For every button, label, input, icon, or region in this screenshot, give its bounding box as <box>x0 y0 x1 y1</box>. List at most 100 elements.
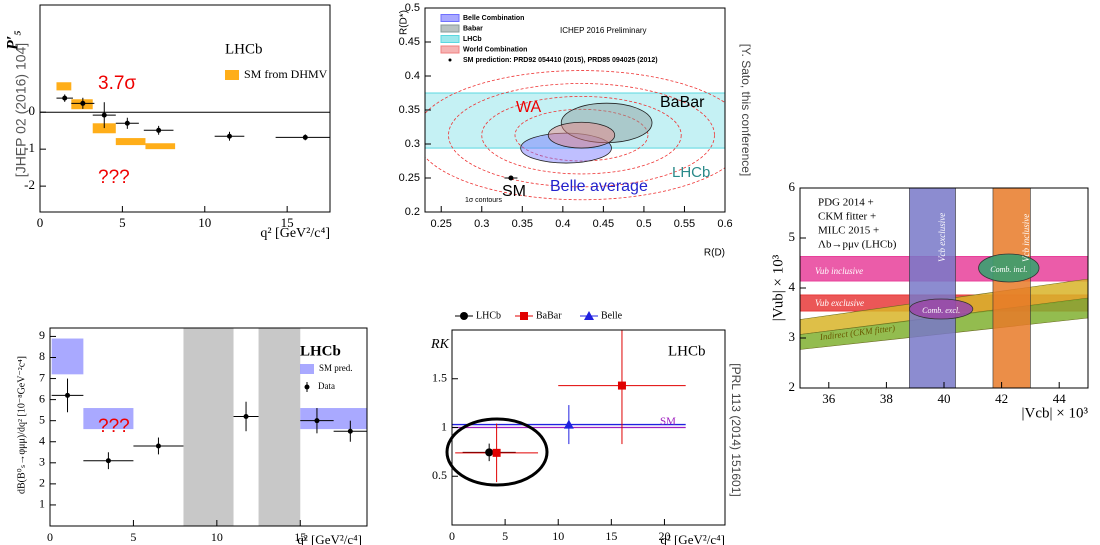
x-tick-label: 0 <box>449 529 455 543</box>
data-point <box>492 448 501 457</box>
prediction-box <box>92 123 116 134</box>
data-point <box>62 95 68 101</box>
y-tick-label: 9 <box>39 328 45 342</box>
legend-marker <box>460 312 468 320</box>
y-tick-label: 3 <box>39 455 45 469</box>
data-point <box>156 127 162 133</box>
y-tick-label: 0 <box>29 103 36 118</box>
y-tick-label: 3 <box>789 329 796 344</box>
prediction-box <box>56 82 72 91</box>
x-tick-label: 15 <box>605 529 617 543</box>
y-tick-label: 6 <box>39 391 45 405</box>
measurement-ellipse <box>547 121 616 149</box>
x-tick-label: 15 <box>281 215 294 230</box>
x-tick-label: 0 <box>47 530 53 544</box>
x-tick-label: 42 <box>995 391 1008 406</box>
legend-label: LHCb <box>463 36 482 43</box>
reference-label: [JHEP 02 (2016) 104] <box>13 43 29 177</box>
y-tick-label: 5 <box>39 412 45 426</box>
legend-swatch <box>225 70 239 80</box>
y-axis-label: dB(B⁰ₛ→φμμ)/dq² [10⁻⁸GeV⁻²c⁴] <box>16 356 27 494</box>
annotation: ??? <box>98 167 130 188</box>
x-tick-label: 0.25 <box>431 218 452 230</box>
data-point <box>302 134 308 140</box>
legend-label: Belle Combination <box>463 15 524 22</box>
annotation: LHCb <box>300 343 341 359</box>
y-tick-label: 1 <box>441 419 447 433</box>
band-label: Vub exclusive <box>815 298 864 308</box>
annotation: LHCb <box>225 41 263 57</box>
data-point <box>508 175 514 181</box>
note: Λb→pμν (LHCb) <box>818 239 897 251</box>
reference-label: [Y. Sato, this conference] <box>739 44 753 177</box>
y-tick-label: 0.5 <box>405 2 420 14</box>
x-tick-label: 0.5 <box>636 218 651 230</box>
plot-area <box>800 188 1088 388</box>
data-point <box>314 418 320 424</box>
x-tick-label: 0.35 <box>512 218 533 230</box>
legend-label: Data <box>318 381 335 391</box>
y-tick-label: 2 <box>789 379 796 394</box>
annotation: Belle average <box>550 178 648 195</box>
annotation: 3.7σ <box>98 73 136 94</box>
legend-marker <box>584 311 594 320</box>
prediction-box <box>83 408 134 430</box>
measurement-ellipse <box>978 253 1040 283</box>
contour <box>481 96 682 175</box>
data-point <box>65 392 71 398</box>
data-point <box>124 120 130 126</box>
x-tick-label: 20 <box>658 529 670 543</box>
band-label: Vub inclusive <box>815 266 863 276</box>
plot-frame <box>49 327 368 527</box>
reference-label: [PRL 113 (2014) 151601] <box>729 363 743 496</box>
data-point <box>347 428 353 434</box>
prediction-box <box>51 338 84 375</box>
y-axis-label: |Vub| × 10³ <box>770 254 786 321</box>
annotation: ICHEP 2016 Preliminary <box>560 26 647 35</box>
y-tick-label: 0.45 <box>399 36 420 48</box>
legend-marker <box>304 384 310 390</box>
contour <box>514 108 649 162</box>
y-tick-label: 8 <box>39 349 45 363</box>
x-tick-label: 10 <box>211 530 223 544</box>
data-point <box>226 133 232 139</box>
prediction-box <box>300 408 367 430</box>
annotation: ??? <box>98 416 130 437</box>
data-point <box>563 419 574 429</box>
data-point <box>80 100 86 106</box>
legend-swatch <box>440 14 460 22</box>
x-axis-label: q² [GeV²/c⁴] <box>660 532 725 545</box>
vertical-band <box>909 188 956 388</box>
y-tick-label: 0.3 <box>405 138 420 150</box>
horizontal-band <box>425 92 725 149</box>
x-tick-label: 5 <box>130 530 136 544</box>
x-tick-label: 36 <box>822 391 836 406</box>
y-tick-label: 6 <box>789 179 796 194</box>
legend-swatch <box>440 45 460 54</box>
data-point <box>617 381 626 390</box>
contour <box>448 83 715 188</box>
y-axis-label: R(D*) <box>399 10 410 35</box>
veto-region <box>183 328 234 526</box>
y-axis-label: P′₅ <box>5 30 22 51</box>
annotation: LHCb <box>668 343 706 359</box>
legend-label: SM pred. <box>319 363 353 373</box>
plot-area <box>425 70 725 201</box>
note: PDG 2014 + <box>818 197 874 209</box>
note: CKM fitter + <box>818 211 876 223</box>
x-tick-label: 0.3 <box>474 218 489 230</box>
annotation: WA <box>516 99 542 116</box>
band-label: Vcb exclusive <box>937 213 947 262</box>
x-tick-label: 10 <box>198 215 211 230</box>
y-tick-label: 1 <box>39 497 45 511</box>
y-axis-label: RK <box>430 337 450 352</box>
data-point <box>485 448 494 457</box>
y-tick-label: -1 <box>24 140 35 155</box>
prediction-box <box>115 138 146 146</box>
ellipse-label: Comb. incl. <box>990 265 1027 274</box>
y-tick-label: 0.2 <box>405 206 420 218</box>
line-label: SM <box>660 416 676 428</box>
x-tick-label: 0 <box>37 215 44 230</box>
legend-swatch <box>440 35 460 43</box>
vertical-band <box>992 188 1031 388</box>
